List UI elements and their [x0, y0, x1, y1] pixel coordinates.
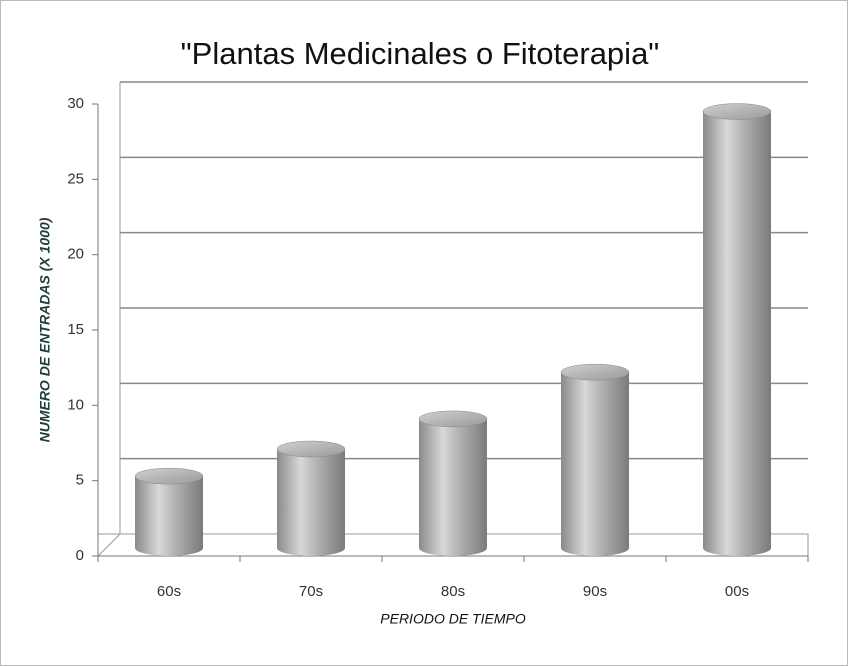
bar [561, 372, 629, 556]
x-tick-label: 70s [299, 583, 323, 600]
bar-top [418, 410, 488, 428]
y-tick-label: 15 [67, 321, 84, 338]
y-tick-label: 5 [76, 472, 84, 489]
y-tick-label: 30 [67, 95, 84, 112]
bar-top [276, 440, 346, 458]
bar [703, 111, 771, 557]
y-tick-label: 20 [67, 246, 84, 263]
y-tick-label: 25 [67, 170, 84, 187]
y-axis-label: NUMERO DE ENTRADAS (X 1000) [37, 217, 53, 442]
bar-top [560, 363, 630, 381]
x-tick-label: 80s [441, 583, 465, 600]
x-tick-label: 00s [725, 583, 749, 600]
x-axis-label: PERIODO DE TIEMPO [380, 611, 526, 627]
y-tick-label: 0 [76, 547, 84, 564]
bar [277, 449, 345, 556]
bar-top [702, 103, 772, 120]
x-tick-label: 60s [157, 583, 181, 600]
chart-title: "Plantas Medicinales o Fitoterapia" [181, 36, 660, 71]
bar [419, 418, 487, 556]
bar-top [134, 467, 204, 485]
x-tick-label: 90s [583, 583, 607, 600]
side-wall-edge [97, 533, 121, 557]
bar [135, 476, 203, 556]
y-tick-label: 10 [67, 396, 84, 413]
